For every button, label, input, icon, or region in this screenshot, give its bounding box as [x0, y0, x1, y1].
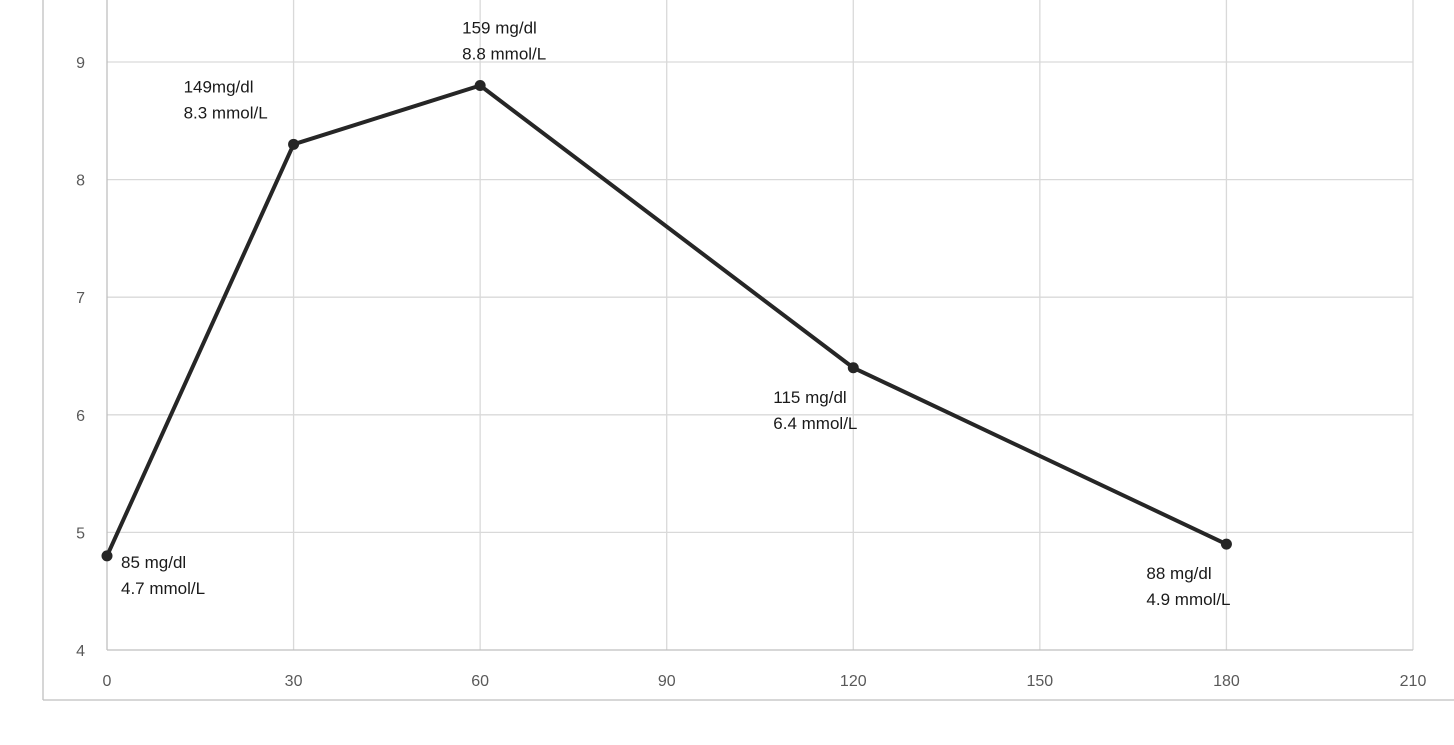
y-tick-label: 6	[76, 408, 85, 425]
x-tick-label: 150	[1027, 673, 1054, 690]
data-label-mgdl: 159 mg/dl	[462, 19, 537, 38]
data-label-mgdl: 88 mg/dl	[1146, 564, 1211, 583]
data-point	[288, 138, 300, 150]
y-tick-label: 4	[76, 643, 85, 660]
y-tick-label: 9	[76, 55, 85, 72]
x-tick-label: 120	[840, 673, 867, 690]
x-tick-label: 0	[103, 673, 112, 690]
data-label-mmol: 6.4 mmol/L	[773, 414, 857, 433]
data-point	[847, 362, 859, 374]
data-label-mgdl: 149mg/dl	[184, 77, 254, 96]
data-point	[474, 80, 486, 92]
data-point	[1220, 538, 1232, 550]
y-tick-label: 7	[76, 290, 85, 307]
data-label: 149mg/dl 8.3 mmol/L	[184, 77, 268, 122]
data-label-mmol: 4.9 mmol/L	[1146, 590, 1230, 609]
y-tick-label: 5	[76, 525, 85, 542]
data-labels: 85 mg/dl 4.7 mmol/L 149mg/dl 8.3 mmol/L 159 …	[121, 19, 1231, 610]
data-label-mgdl: 115 mg/dl	[773, 388, 846, 407]
data-label-mmol: 8.8 mmol/L	[462, 45, 546, 64]
data-label-mmol: 8.3 mmol/L	[184, 103, 268, 122]
y-tick-label: 8	[76, 173, 85, 190]
x-tick-label: 210	[1400, 673, 1427, 690]
data-label-mmol: 4.7 mmol/L	[121, 579, 205, 598]
data-label: 159 mg/dl 8.8 mmol/L	[462, 19, 546, 64]
axes: 0 30 60 90 120 150 180 210 4 5 6 7 8 9	[42, 0, 1454, 701]
x-tick-label: 60	[471, 673, 489, 690]
data-label: 85 mg/dl 4.7 mmol/L	[121, 553, 205, 598]
data-label: 115 mg/dl 6.4 mmol/L	[773, 388, 857, 433]
data-label: 88 mg/dl 4.9 mmol/L	[1146, 564, 1230, 609]
x-tick-label: 180	[1213, 673, 1240, 690]
x-tick-label: 90	[658, 673, 676, 690]
x-tick-label: 30	[285, 673, 303, 690]
series	[101, 80, 1232, 562]
data-label-mgdl: 85 mg/dl	[121, 553, 186, 572]
data-point	[101, 550, 113, 562]
